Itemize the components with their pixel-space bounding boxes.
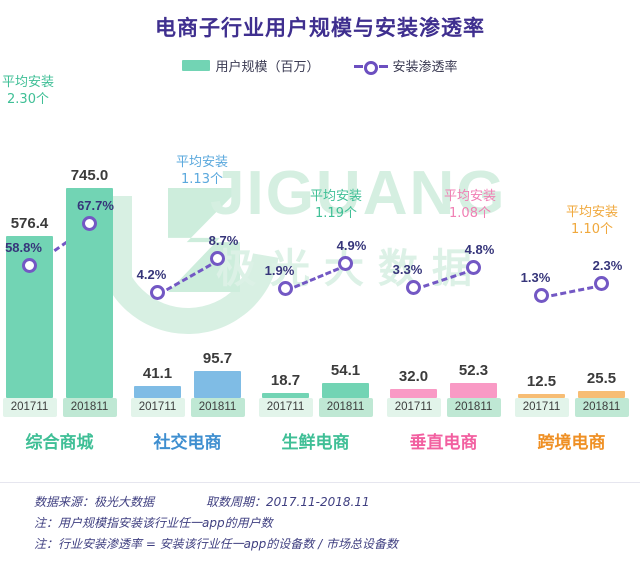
line-marker-垂直电商-201811[interactable] bbox=[465, 260, 481, 275]
legend-item-bar: 用户规模（百万） bbox=[182, 56, 320, 75]
line-marker-综合商城-201811[interactable] bbox=[81, 216, 97, 231]
footer-note-1: 注：用户规模指安装该行业任一app的用户数 bbox=[34, 516, 273, 530]
bar-value-label: 25.5 bbox=[586, 369, 617, 387]
pct-label: 2.3% bbox=[592, 258, 623, 273]
axis-tick-生鲜电商-201711: 201711 bbox=[258, 398, 313, 417]
chart-axis: 201711 201811 综合商城 201711 201811 社交电商 201711 20… bbox=[0, 398, 640, 478]
bar-value-label: 18.7 bbox=[270, 371, 301, 389]
chart-legend: 用户规模（百万） 安装渗透率 bbox=[0, 56, 640, 75]
bar-value-label: 95.7 bbox=[202, 350, 233, 368]
bar-value-label: 745.0 bbox=[70, 167, 109, 184]
avg-install-annotation-垂直电商: 平均安装 1.08个 bbox=[410, 188, 530, 222]
bar-group-3: 18.7 54.1 1.9% 4.9% 平均安装 1.19个 bbox=[262, 96, 369, 398]
bar-value-label: 52.3 bbox=[458, 362, 489, 380]
avg-install-annotation-跨境电商: 平均安装 1.10个 bbox=[532, 204, 640, 238]
line-marker-垂直电商-201711[interactable] bbox=[405, 280, 421, 295]
footer-note-2: 注：行业安装渗透率 = 安装该行业任一app的设备数 / 市场总设备数 bbox=[34, 537, 398, 551]
footer-source-row: 数据来源：极光大数据 取数周期：2017.11-2018.11 bbox=[34, 492, 634, 513]
legend-label-bar: 用户规模（百万） bbox=[215, 60, 320, 75]
avg-install-value: 2.30个 bbox=[7, 92, 49, 107]
line-marker-生鲜电商-201711[interactable] bbox=[277, 281, 293, 296]
category-label-综合商城: 综合商城 bbox=[25, 433, 94, 453]
pct-label: 4.2% bbox=[136, 267, 167, 282]
axis-tick-生鲜电商-201811: 201811 bbox=[318, 398, 373, 417]
chart-footer: 数据来源：极光大数据 取数周期：2017.11-2018.11 注：用户规模指安装… bbox=[34, 492, 634, 555]
category-label-生鲜电商: 生鲜电商 bbox=[281, 433, 350, 453]
avg-install-label: 平均安装 bbox=[1, 75, 54, 90]
pct-label: 58.8% bbox=[5, 240, 42, 255]
bar-group-5: 12.5 25.5 1.3% 2.3% 平均安装 1.10个 bbox=[518, 96, 625, 398]
pct-label: 4.9% bbox=[336, 238, 367, 253]
line-marker-生鲜电商-201811[interactable] bbox=[337, 256, 353, 271]
avg-install-label: 平均安装 bbox=[175, 155, 228, 170]
line-segment bbox=[541, 284, 603, 299]
avg-install-label: 平均安装 bbox=[443, 189, 496, 204]
category-label-跨境电商: 跨境电商 bbox=[537, 433, 606, 453]
bar-value-label: 12.5 bbox=[526, 373, 557, 390]
footer-divider bbox=[0, 482, 640, 483]
bar-社交电商-201711[interactable] bbox=[134, 386, 181, 398]
bar-生鲜电商-201711[interactable] bbox=[262, 392, 309, 398]
page-title: 电商子行业用户规模与安装渗透率 bbox=[155, 16, 485, 40]
avg-install-value: 1.08个 bbox=[449, 206, 491, 221]
line-marker-跨境电商-201711[interactable] bbox=[533, 288, 549, 303]
axis-tick-跨境电商-201711: 201711 bbox=[514, 398, 569, 417]
avg-install-annotation-生鲜电商: 平均安装 1.19个 bbox=[276, 188, 396, 222]
category-label-垂直电商: 垂直电商 bbox=[409, 433, 478, 453]
bar-group-4: 32.0 52.3 3.3% 4.8% 平均安装 1.08个 bbox=[390, 96, 497, 398]
axis-tick-跨境电商-201811: 201811 bbox=[574, 398, 629, 417]
bar-value-label: 576.4 bbox=[10, 214, 49, 232]
bar-跨境电商-201811[interactable] bbox=[578, 390, 625, 398]
chart-plot-area: 576.4 745.0 58.8% 67.7% 平均安装 2.30个 41.1 95.7 4.2… bbox=[0, 75, 640, 398]
bar-group-1: 576.4 745.0 58.8% 67.7% 平均安装 2.30个 bbox=[2, 75, 114, 398]
pct-label: 8.7% bbox=[208, 233, 239, 248]
avg-install-annotation-综合商城: 平均安装 2.30个 bbox=[0, 74, 88, 108]
bar-value-label: 41.1 bbox=[142, 365, 173, 383]
pct-label: 1.9% bbox=[264, 263, 295, 278]
pct-label: 4.8% bbox=[464, 242, 495, 257]
legend-item-line: 安装渗透率 bbox=[353, 56, 458, 75]
footer-period: 取数周期：2017.11-2018.11 bbox=[206, 495, 370, 509]
bar-垂直电商-201711[interactable] bbox=[390, 388, 437, 398]
bar-社交电商-201811[interactable] bbox=[194, 371, 241, 398]
category-label-社交电商: 社交电商 bbox=[153, 433, 222, 453]
bar-生鲜电商-201811[interactable] bbox=[322, 382, 369, 398]
bar-垂直电商-201811[interactable] bbox=[450, 383, 497, 398]
avg-install-label: 平均安装 bbox=[309, 189, 362, 204]
legend-label-line: 安装渗透率 bbox=[392, 60, 458, 75]
axis-tick-社交电商-201711: 201711 bbox=[130, 398, 185, 417]
footer-source: 数据来源：极光大数据 bbox=[34, 495, 155, 509]
axis-tick-垂直电商-201711: 201711 bbox=[386, 398, 441, 417]
pct-label: 3.3% bbox=[392, 262, 423, 277]
axis-tick-综合商城-201811: 201811 bbox=[62, 398, 117, 417]
axis-tick-垂直电商-201811: 201811 bbox=[446, 398, 501, 417]
avg-install-value: 1.13个 bbox=[181, 172, 223, 187]
bar-跨境电商-201711[interactable] bbox=[518, 394, 565, 398]
avg-install-value: 1.10个 bbox=[571, 222, 613, 237]
line-marker-社交电商-201711[interactable] bbox=[149, 285, 165, 300]
line-marker-跨境电商-201811[interactable] bbox=[593, 276, 609, 291]
legend-dashed-marker-icon bbox=[353, 60, 388, 75]
legend-swatch-icon bbox=[182, 60, 211, 71]
avg-install-value: 1.19个 bbox=[315, 206, 357, 221]
line-marker-综合商城-201711[interactable] bbox=[21, 258, 37, 273]
axis-tick-社交电商-201811: 201811 bbox=[190, 398, 245, 417]
bar-group-2: 41.1 95.7 4.2% 8.7% 平均安装 1.13个 bbox=[134, 96, 241, 398]
bar-value-label: 54.1 bbox=[330, 361, 361, 379]
line-marker-社交电商-201811[interactable] bbox=[209, 251, 225, 266]
bar-value-label: 32.0 bbox=[398, 367, 429, 385]
pct-label: 1.3% bbox=[520, 270, 551, 285]
avg-install-annotation-社交电商: 平均安装 1.13个 bbox=[142, 154, 262, 188]
pct-label: 67.7% bbox=[77, 198, 114, 213]
avg-install-label: 平均安装 bbox=[565, 205, 618, 220]
axis-tick-综合商城-201711: 201711 bbox=[2, 398, 57, 417]
